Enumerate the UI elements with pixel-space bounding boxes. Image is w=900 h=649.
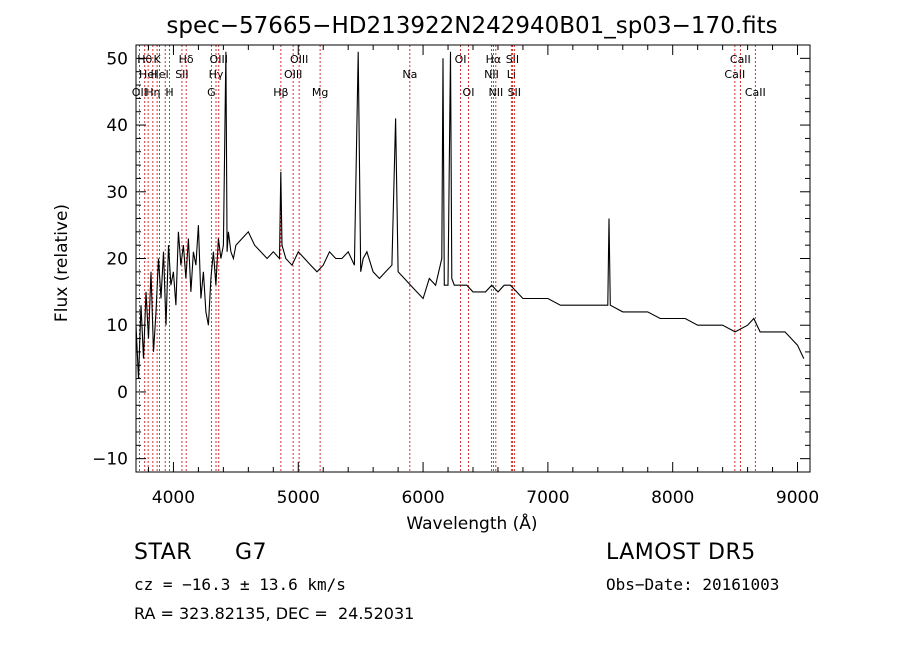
x-tick-label-2: 6000 — [401, 488, 444, 508]
x-tick-label-4: 8000 — [651, 488, 694, 508]
line-marker-label-28: CaII — [745, 86, 766, 99]
y-tick-label-0: −10 — [92, 450, 128, 470]
line-marker-label-27: CaII — [730, 53, 751, 66]
line-marker-label-9: Hδ — [179, 53, 194, 66]
line-marker-label-13: Hβ — [273, 86, 288, 99]
line-marker-label-15: OIII — [290, 53, 308, 66]
line-marker-label-11: Hγ — [209, 68, 224, 81]
line-marker-label-19: OI — [463, 86, 475, 99]
x-tick-label-5: 9000 — [776, 488, 819, 508]
x-tick-label-1: 5000 — [277, 488, 320, 508]
x-axis-ticks: 4000 5000 6000 7000 8000 9000 — [147, 45, 819, 508]
y-tick-label-2: 10 — [106, 316, 128, 336]
chart-title: spec−57665−HD213922N242940B01_sp03−170.f… — [166, 13, 777, 39]
line-marker-label-24: SII — [506, 53, 519, 66]
line-marker-label-22: NII — [488, 86, 503, 99]
line-marker-label-23: Li — [507, 68, 516, 81]
object-class: STAR — [134, 540, 193, 565]
survey-name: LAMOST DR5 — [606, 540, 756, 565]
line-marker-label-25: SII — [508, 86, 521, 99]
line-marker-label-18: OI — [455, 53, 467, 66]
subclass: G7 — [235, 540, 268, 565]
line-marker-label-1: Hθ — [137, 53, 152, 66]
x-axis-label: Wavelength (Å) — [406, 512, 537, 534]
line-marker-label-4: K — [153, 53, 161, 66]
line-marker-label-8: SII — [175, 68, 188, 81]
obs-date: Obs−Date: 20161003 — [606, 575, 780, 594]
y-axis-label: Flux (relative) — [52, 204, 72, 322]
line-marker-label-7: H — [165, 86, 173, 99]
line-marker-label-10: G — [207, 86, 216, 99]
y-tick-label-1: 0 — [117, 383, 128, 403]
coordinates: RA = 323.82135, DEC = 24.52031 — [134, 604, 415, 623]
line-marker-label-16: Mg — [312, 86, 328, 99]
x-tick-label-3: 7000 — [526, 488, 569, 508]
y-tick-label-4: 30 — [106, 183, 128, 203]
y-tick-label-3: 20 — [106, 250, 128, 270]
line-marker-label-14: OIII — [284, 68, 302, 81]
y-tick-label-6: 50 — [106, 49, 128, 69]
y-tick-label-5: 40 — [106, 116, 128, 136]
line-marker-label-12: OIII — [210, 53, 228, 66]
line-marker-label-21: Hα — [486, 53, 502, 66]
x-tick-label-0: 4000 — [152, 488, 195, 508]
line-marker-label-26: CaII — [724, 68, 745, 81]
line-marker-label-3: Hη — [145, 86, 160, 99]
y-axis-ticks: −10 0 10 20 30 40 50 — [92, 49, 810, 470]
spectrum-line — [135, 51, 805, 379]
redshift-velocity: cz = −16.3 ± 13.6 km/s — [134, 575, 346, 594]
plot-frame — [135, 44, 811, 473]
line-marker-label-17: Na — [402, 68, 417, 81]
line-marker-label-5: Hel — [151, 68, 169, 81]
line-marker-label-20: NII — [484, 68, 499, 81]
